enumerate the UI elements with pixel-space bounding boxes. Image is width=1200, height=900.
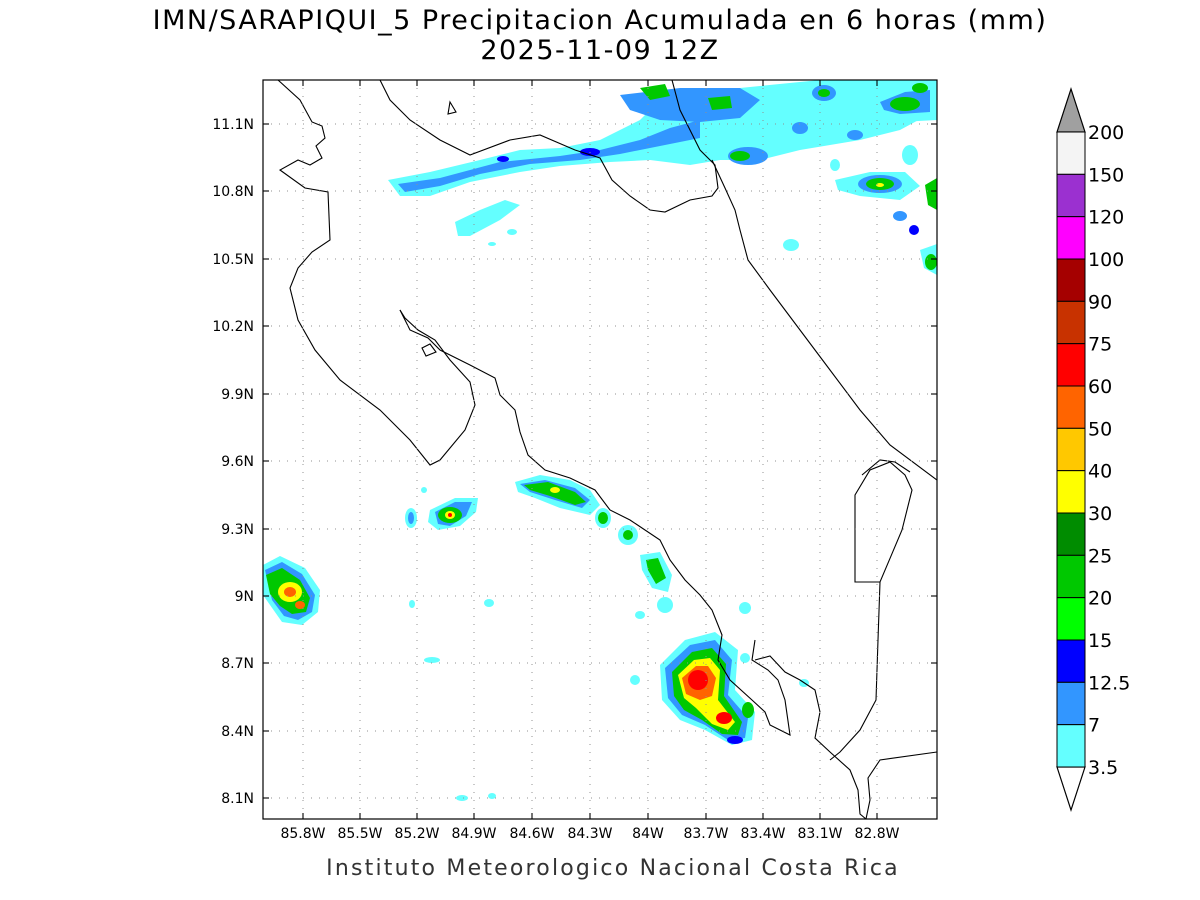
map-datetime: 2025-11-09 12Z (480, 35, 720, 66)
rain-cell-nicoya (405, 498, 478, 530)
colorbar-label: 50 (1088, 418, 1112, 440)
colorbar-swatch (1056, 300, 1086, 345)
longitude-labels: 85.8W 85.5W 85.2W 84.9W 84.6W 84.3W 84W 83.7W 83… (280, 826, 899, 842)
precipitation-field (263, 80, 937, 801)
rain-band-north (388, 80, 937, 275)
lat-tick-label: 8.7N (221, 656, 254, 672)
lat-tick-label: 10.5N (212, 252, 254, 268)
colorbar-label: 120 (1088, 207, 1124, 229)
colorbar-label: 60 (1088, 376, 1112, 398)
colorbar-swatch (1056, 258, 1086, 302)
footer-credit: Instituto Meteorologico Nacional Costa R… (326, 856, 900, 881)
rain-band-coast (515, 475, 751, 619)
map-title: IMN/SARAPIQUI_5 Precipitacion Acumulada … (152, 5, 1048, 36)
colorbar-swatch (1056, 597, 1086, 641)
colorbar-swatch (1056, 470, 1086, 514)
colorbar-swatch (1056, 173, 1086, 218)
coastlines (277, 80, 937, 819)
colorbar-label: 20 (1088, 588, 1112, 610)
lon-tick-label: 82.8W (854, 826, 899, 842)
colorbar-swatch (1056, 216, 1086, 260)
colorbar-label: 200 (1088, 122, 1124, 144)
colorbar-swatch (1056, 385, 1086, 429)
colorbar-label: 30 (1088, 503, 1112, 525)
lon-tick-label: 84W (632, 826, 664, 842)
colorbar-swatch (1056, 681, 1086, 726)
colorbar-label: 100 (1088, 249, 1124, 271)
colorbar-label: 75 (1088, 334, 1112, 356)
lon-tick-label: 85.8W (280, 826, 325, 842)
lat-tick-label: 8.4N (221, 724, 254, 740)
lat-tick-label: 9.9N (221, 387, 254, 403)
colorbar-label: 90 (1088, 291, 1112, 313)
lon-tick-label: 83.4W (740, 826, 785, 842)
lon-tick-label: 84.6W (509, 826, 554, 842)
lon-tick-label: 83.7W (683, 826, 728, 842)
colorbar-swatch (1056, 639, 1086, 683)
colorbar-label: 40 (1088, 461, 1112, 483)
lon-tick-label: 83.1W (797, 826, 842, 842)
colorbar: 200 150 120 100 90 75 60 50 40 30 25 20 15 12.5 7 3.5 (1056, 87, 1130, 812)
colorbar-label: 12.5 (1088, 672, 1130, 694)
colorbar-swatch (1056, 554, 1086, 599)
colorbar-under-arrow (1056, 766, 1086, 812)
colorbar-swatch (1056, 131, 1086, 175)
colorbar-swatch (1056, 724, 1086, 768)
lon-tick-label: 84.9W (451, 826, 496, 842)
rain-cell-west (263, 556, 320, 625)
axis-ticks (263, 80, 937, 819)
colorbar-label: 150 (1088, 164, 1124, 186)
lon-tick-label: 85.5W (337, 826, 382, 842)
lat-tick-label: 8.1N (221, 791, 254, 807)
lon-tick-label: 85.2W (394, 826, 439, 842)
colorbar-swatch (1056, 512, 1086, 556)
colorbar-swatch (1056, 427, 1086, 472)
rain-cell-osa (630, 632, 755, 745)
lat-tick-label: 10.2N (212, 319, 254, 335)
grid (263, 80, 937, 819)
colorbar-label: 7 (1088, 715, 1100, 737)
lat-tick-label: 10.8N (212, 184, 254, 200)
lat-tick-label: 9.3N (221, 522, 254, 538)
lat-tick-label: 9N (235, 589, 254, 605)
colorbar-label: 25 (1088, 545, 1112, 567)
colorbar-label: 3.5 (1088, 757, 1118, 779)
colorbar-label: 15 (1088, 630, 1112, 652)
latitude-labels: 11.1N 10.8N 10.5N 10.2N 9.9N 9.6N 9.3N 9N 8.7N 8.… (212, 117, 254, 807)
map-frame (262, 79, 938, 820)
colorbar-swatch (1056, 343, 1086, 387)
lat-tick-label: 9.6N (221, 454, 254, 470)
colorbar-over-arrow (1056, 87, 1086, 133)
lat-tick-label: 11.1N (212, 117, 254, 133)
lon-tick-label: 84.3W (567, 826, 612, 842)
